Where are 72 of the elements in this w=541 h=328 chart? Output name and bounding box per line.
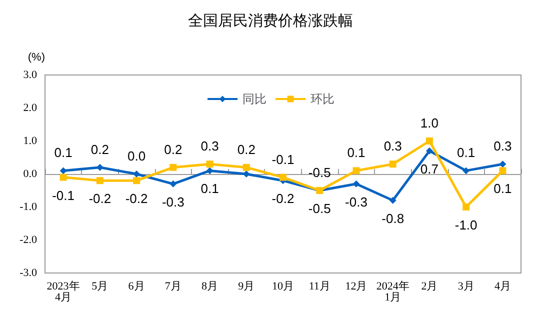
point (170, 180, 177, 188)
data-label: -0.2 (125, 191, 148, 206)
point (389, 160, 396, 168)
data-label: -0.5 (308, 165, 331, 180)
data-label: 1.0 (420, 116, 438, 130)
x-tick-label: 12月 (345, 280, 368, 292)
x-tick-label: 10月 (272, 280, 294, 292)
point (352, 180, 360, 188)
data-label: 0.3 (494, 138, 512, 154)
data-label: -0.2 (88, 191, 112, 206)
data-label: 0.2 (237, 142, 256, 157)
point (133, 170, 140, 178)
point (133, 177, 140, 184)
point (499, 160, 506, 168)
y-tick-label: 3.0 (23, 69, 38, 81)
legend-label: 环比 (310, 92, 334, 106)
point (352, 167, 360, 174)
point (60, 174, 67, 181)
y-tick-label: -3.0 (20, 267, 38, 279)
x-tick-label: 7月 (164, 280, 182, 292)
data-label: 0.1 (347, 145, 366, 160)
data-label: -1.0 (454, 218, 478, 232)
legend-label: 同比 (242, 92, 266, 106)
y-axis-title: (%) (28, 52, 45, 64)
point (389, 196, 396, 204)
data-label: -0.8 (382, 210, 404, 226)
data-label: 0.7 (420, 161, 438, 176)
point (462, 204, 470, 210)
data-label: -0.5 (308, 201, 331, 216)
data-label: -0.1 (272, 152, 294, 167)
x-tick-label: 4月 (494, 280, 511, 292)
point (499, 167, 506, 174)
y-tick-label: -1.0 (20, 201, 38, 213)
data-label: -0.3 (345, 194, 368, 210)
data-label: 0.1 (54, 145, 72, 160)
data-label: 0.1 (457, 145, 476, 160)
x-tick-label: 8月 (202, 280, 218, 292)
point (206, 160, 214, 168)
y-tick-label: 2.0 (23, 102, 38, 114)
x-tick-label: 3月 (458, 280, 474, 292)
x-tick-label: 6月 (128, 280, 145, 292)
chart-title: 全国居民消费价格涨跌幅 (188, 12, 353, 30)
point (242, 170, 250, 178)
point (96, 164, 104, 171)
data-label: 0.3 (200, 138, 219, 154)
x-tick-label: 2023年 4月 (46, 280, 80, 304)
point (280, 174, 286, 181)
point (96, 177, 104, 184)
point (60, 167, 67, 174)
x-tick-label: 11月 (308, 280, 330, 292)
x-tick-label: 2024年 1月 (376, 280, 410, 304)
data-label: -0.1 (52, 188, 75, 203)
y-tick-label: 0.0 (23, 168, 38, 180)
point (206, 167, 214, 174)
y-tick-label: -2.0 (20, 234, 38, 246)
point (426, 147, 433, 154)
data-label: 0.2 (164, 142, 182, 157)
point (242, 164, 250, 171)
data-label: -0.3 (162, 194, 184, 210)
data-label: 0.0 (128, 148, 146, 164)
y-tick-label: 1.0 (23, 135, 38, 147)
x-tick-label: 2月 (421, 280, 438, 292)
data-label: 0.3 (384, 138, 402, 154)
point (170, 164, 177, 171)
data-label: -0.2 (272, 191, 294, 206)
data-label: 0.1 (494, 181, 512, 196)
x-tick-label: 5月 (92, 280, 108, 292)
point (426, 138, 433, 144)
data-label: 0.1 (200, 181, 219, 196)
data-label: 0.2 (90, 142, 109, 157)
x-tick-label: 9月 (238, 280, 255, 292)
point (462, 167, 470, 174)
